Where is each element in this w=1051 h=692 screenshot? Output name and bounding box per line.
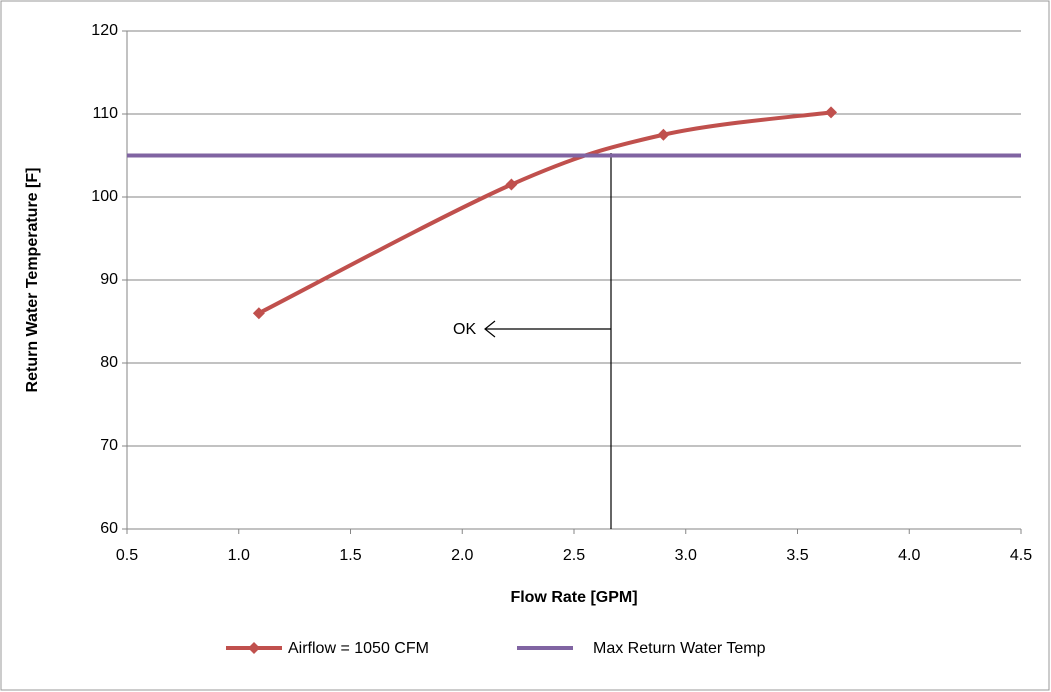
y-tick-label: 60 xyxy=(100,520,118,537)
x-tick-label: 1.5 xyxy=(339,547,361,564)
y-tick-label: 70 xyxy=(100,437,118,454)
marker xyxy=(657,128,670,141)
x-tick-label: 4.0 xyxy=(898,547,920,564)
marker xyxy=(825,106,838,119)
grid xyxy=(122,30,1022,534)
y-tick-label: 80 xyxy=(100,354,118,371)
x-tick-label: 0.5 xyxy=(116,547,138,564)
legend-label: Airflow = 1050 CFM xyxy=(288,640,429,657)
y-tick-label: 120 xyxy=(91,22,118,39)
annotation: OK xyxy=(453,321,476,338)
legend-marker xyxy=(248,642,260,654)
arrow-head xyxy=(484,320,496,338)
legend-label: Max Return Water Temp xyxy=(593,640,766,657)
x-tick-label: 3.5 xyxy=(786,547,808,564)
x-tick-label: 2.0 xyxy=(451,547,473,564)
y-axis-label: Return Water Temperature [F] xyxy=(24,168,41,393)
y-tick-label: 110 xyxy=(92,105,118,122)
y-tick-label: 90 xyxy=(100,271,118,288)
marker xyxy=(505,178,518,191)
x-axis-label: Flow Rate [GPM] xyxy=(510,589,637,606)
y-tick-label: 100 xyxy=(91,188,118,205)
x-tick-label: 2.5 xyxy=(563,547,585,564)
series-line xyxy=(257,110,832,315)
x-tick-label: 4.5 xyxy=(1010,547,1032,564)
x-tick-label: 3.0 xyxy=(675,547,697,564)
x-tick-label: 1.0 xyxy=(228,547,250,564)
marker xyxy=(252,307,265,320)
